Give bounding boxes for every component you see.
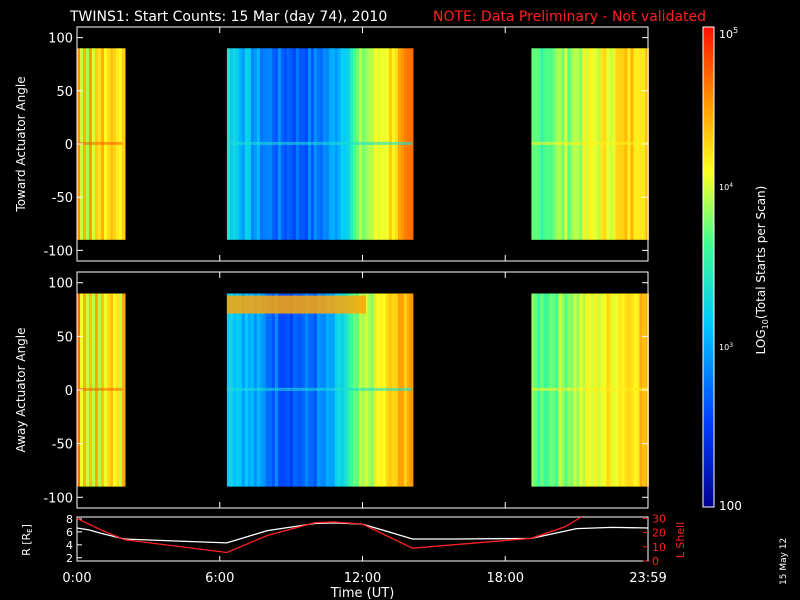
heatmap-panel-2 [77,293,649,487]
orbit-left-ylabel: R [RE] [20,524,34,556]
colorbar-tick-1e4: 104 [719,182,733,192]
colorbar-tick-1e5: 105 [719,26,738,41]
panel1-ytick-label: -100 [43,244,73,259]
panel1-ytick-label: 0 [65,138,73,153]
panel1-ytick-label: 50 [56,85,73,100]
orbit-right-tick-label: 0 [652,555,659,568]
x-tick-label: 6:00 [205,571,234,586]
data-segment-3 [531,293,649,487]
orbit-right-ylabel: L Shell [674,522,687,558]
l-shell-line [76,516,582,554]
data-segment-2 [226,48,414,240]
data-segment-2 [226,293,414,487]
r-distance-line [76,522,649,544]
colorbar-tick-100: 100 [719,499,742,513]
panel2-ytick-label: 100 [48,277,73,292]
date-stamp: 15 May 12 [779,538,789,585]
orbit-left-tick-label: 8 [66,513,73,526]
orbit-left-tick-label: 6 [66,526,73,539]
preliminary-note: NOTE: Data Preliminary - Not validated [433,9,706,25]
panel2-ytick-label: -100 [43,491,73,506]
chart-title: TWINS1: Start Counts: 15 Mar (day 74), 2… [69,9,387,25]
x-tick-label: 12:00 [344,571,381,586]
panel2-ylabel: Away Actuator Angle [14,327,28,452]
orbit-right-tick-label: 30 [652,512,666,525]
colorbar-label: LOG10(Total Starts per Scan) [754,186,770,355]
panel1-ytick-label: 100 [48,32,73,47]
panel1-ylabel: Toward Actuator Angle [14,76,28,212]
data-segment-1 [77,48,126,240]
panel1-ytick-label: -50 [52,191,73,206]
panel2-ytick-label: -50 [52,438,73,453]
orbit-left-tick-label: 2 [66,552,73,565]
colorbar: LOG10(Total Starts per Scan) 105 104 103… [702,26,770,513]
data-segment-3 [531,48,649,240]
data-segment-1 [77,293,126,487]
panel2-ytick-label: 50 [56,330,73,345]
x-tick-label: 0:00 [62,571,91,586]
colorbar-tick-1e3: 103 [719,342,733,352]
orbit-right-tick-label: 10 [652,541,666,554]
orbit-right-tick-label: 20 [652,527,666,540]
panel2-ytick-label: 0 [65,384,73,399]
heatmap-panel-1 [77,48,649,240]
x-axis-label: Time (UT) [330,586,395,600]
orbit-left-tick-label: 4 [66,539,73,552]
x-tick-label: 18:00 [487,571,524,586]
x-tick-label: 23:59 [629,571,666,586]
